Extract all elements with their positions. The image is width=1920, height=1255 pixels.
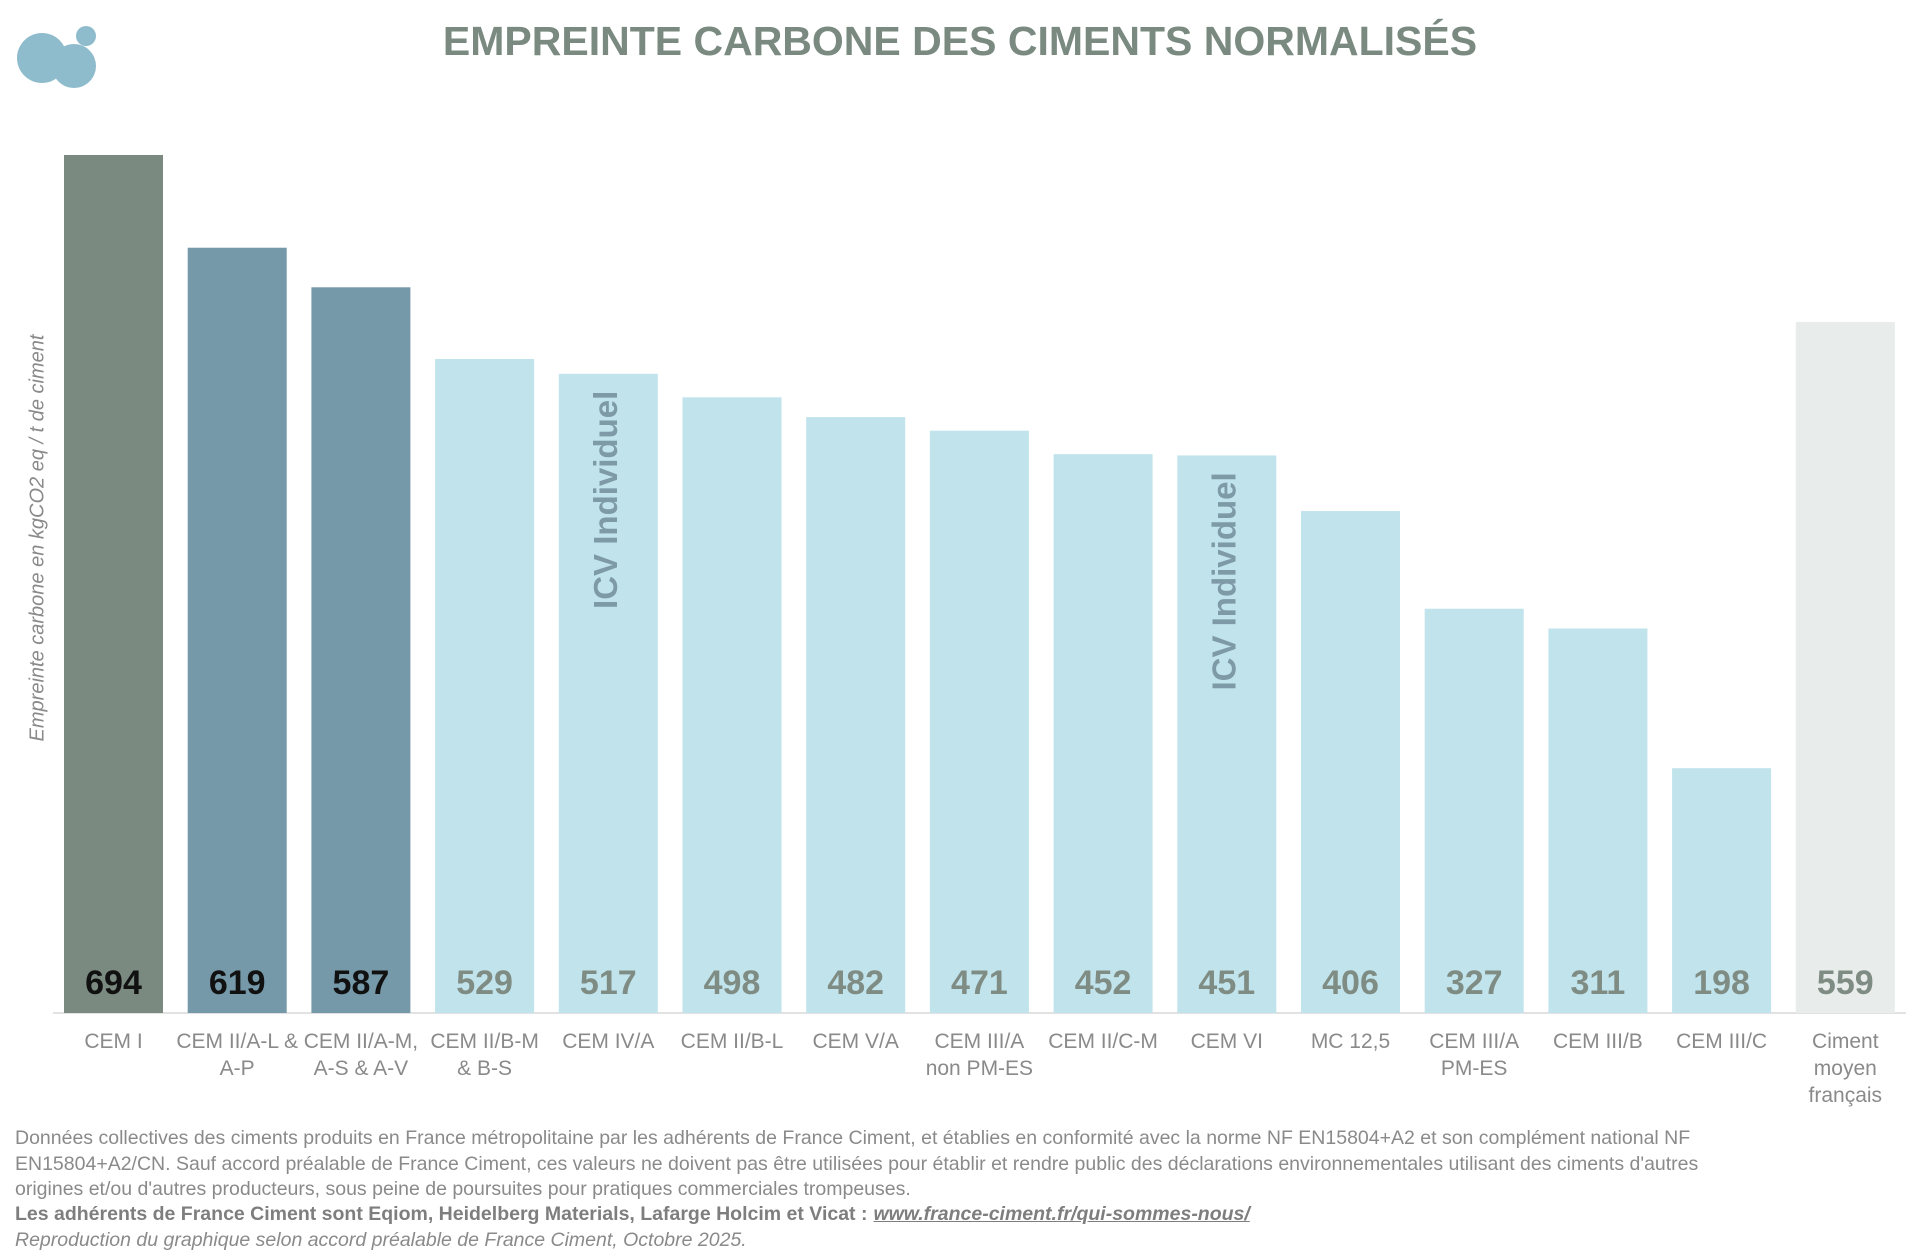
chart-title: EMPREINTE CARBONE DES CIMENTS NORMALISÉS — [442, 18, 1478, 64]
x-tick-label: CEM III/A PM-ES — [1429, 1030, 1520, 1080]
x-tick-label: CEM III/B — [1552, 1030, 1643, 1053]
value-label: 311 — [1570, 964, 1625, 1002]
y-axis-label: Empreinte carbone en kgCO2 eq / t de cim… — [26, 333, 48, 741]
value-label: 517 — [580, 964, 637, 1002]
x-tick-label: CEM V/A — [812, 1030, 899, 1053]
bar — [1424, 608, 1524, 1013]
logo — [17, 26, 96, 88]
x-tick-label: CEM IV/A — [562, 1030, 655, 1053]
value-label: 498 — [704, 964, 761, 1002]
members-line: Les adhérents de France Ciment sont Eqio… — [15, 1202, 1715, 1228]
annotation: ICV Individuel — [587, 391, 624, 609]
value-label: 529 — [456, 964, 513, 1002]
bar — [558, 373, 658, 1013]
x-tick-label: MC 12,5 — [1310, 1030, 1391, 1053]
x-tick-label: CEM II/A-L & A-P — [176, 1030, 299, 1080]
value-label: 694 — [85, 964, 142, 1002]
bar — [311, 287, 411, 1014]
bar — [1795, 321, 1895, 1014]
bar — [682, 397, 782, 1013]
bar — [1177, 455, 1277, 1013]
x-tick-label: CEM II/B-M & B-S — [430, 1030, 539, 1080]
value-label: 327 — [1446, 964, 1503, 1002]
value-label: 559 — [1817, 964, 1874, 1002]
bar — [1548, 628, 1648, 1013]
value-label: 619 — [209, 964, 266, 1002]
annotation: ICV Individuel — [1206, 472, 1243, 690]
x-tick-label: CEM III/C — [1676, 1030, 1768, 1053]
x-tick-label: Ciment moyen français — [1808, 1030, 1883, 1107]
x-tick-label: CEM II/A-M, A-S & A-V — [303, 1030, 419, 1080]
members: Les adhérents de France Ciment sont Eqio… — [15, 1203, 868, 1225]
link[interactable]: www.france-ciment.fr/qui-sommes-nous/ — [873, 1203, 1250, 1225]
bar — [929, 430, 1029, 1014]
footnote: Données collectives des ciments produits… — [15, 1127, 1699, 1200]
value-label: 471 — [951, 964, 1008, 1002]
bar — [1301, 511, 1400, 1013]
value-label: 482 — [827, 964, 884, 1002]
x-tick-label: CEM II/C-M — [1048, 1030, 1158, 1053]
bar — [1672, 768, 1772, 1013]
bar — [64, 155, 163, 1013]
bar — [187, 247, 287, 1014]
x-tick-label: CEM II/B-L — [680, 1030, 784, 1053]
value-label: 451 — [1198, 964, 1255, 1002]
reproduction: Reproduction du graphique selon accord p… — [15, 1229, 747, 1251]
value-label: 452 — [1075, 964, 1132, 1002]
x-tick-label: CEM III/A non PM-ES — [925, 1030, 1034, 1080]
value-label: 587 — [333, 964, 390, 1002]
bar — [806, 417, 906, 1013]
x-tick-label: CEM I — [84, 1030, 143, 1053]
x-tick-label: CEM VI — [1190, 1030, 1263, 1053]
bar — [435, 358, 535, 1014]
value-label: 198 — [1693, 964, 1750, 1002]
bar — [1053, 454, 1153, 1013]
value-label: 406 — [1322, 964, 1379, 1002]
